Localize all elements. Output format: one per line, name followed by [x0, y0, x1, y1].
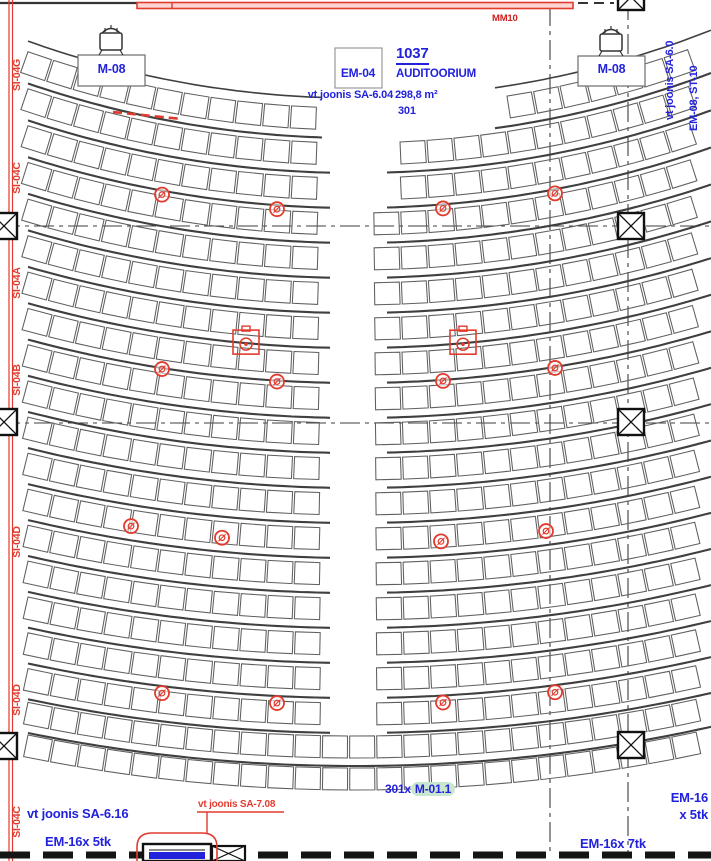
room-area: 298,8 m² — [395, 89, 438, 101]
bottom-em16-left: EM-16x 5tk — [45, 834, 111, 849]
left-label-si04b: SI-04B — [11, 364, 23, 396]
room-ref-drawing: vt joonis SA-6.04 — [307, 89, 393, 101]
seat-tag-highlight: M-01.1 — [410, 782, 456, 796]
bottom-elements — [141, 842, 247, 861]
m08-left-label: M-08 — [97, 62, 126, 76]
left-label-si04d-1: SI-04D — [11, 526, 23, 558]
bottom-ref-red: vt joonis SA-7.08 — [198, 799, 276, 810]
red-leader-line — [197, 811, 284, 833]
bottom-ref-blue: vt joonis SA-6.16 — [27, 806, 129, 821]
bottom-em16-7tk: EM-16x 7tk — [580, 836, 646, 851]
right-ref-label-1: vt joonis SA-6.0 — [664, 40, 676, 120]
seat-rows — [19, 29, 711, 791]
seat-tag-prefix: 301x — [385, 782, 411, 796]
equipment-symbols — [77, 25, 646, 89]
room-name: AUDITOORIUM — [396, 68, 477, 80]
m08-right-label: M-08 — [597, 62, 626, 76]
left-label-si04c-2: SI-04C — [11, 806, 23, 838]
room-number: 1037 — [396, 45, 429, 65]
left-label-si04a: SI-04A — [11, 267, 23, 299]
room-code: 301 — [398, 105, 416, 117]
left-label-si04d-2: SI-04D — [11, 684, 23, 716]
columns — [0, 0, 646, 761]
room-number-text: 1037 — [396, 45, 429, 65]
revision-cloud — [136, 832, 218, 861]
left-label-si04g: SI-04G — [11, 58, 23, 92]
red-dash-marker — [112, 110, 183, 121]
camera-markers — [232, 325, 477, 355]
bottom-em16-right-2: x 5tk — [679, 807, 708, 822]
seat-tag: 301x M-01.1 — [385, 782, 456, 796]
right-ref-label-2: EM-08, ST-10 — [688, 65, 700, 131]
bottom-em16-right-1: EM-16 — [670, 790, 708, 805]
mm10-label: MM10 — [492, 13, 518, 24]
em04-label: EM-04 — [340, 66, 376, 80]
detector-symbols — [123, 185, 563, 711]
left-label-si04c-1: SI-04C — [11, 162, 23, 194]
